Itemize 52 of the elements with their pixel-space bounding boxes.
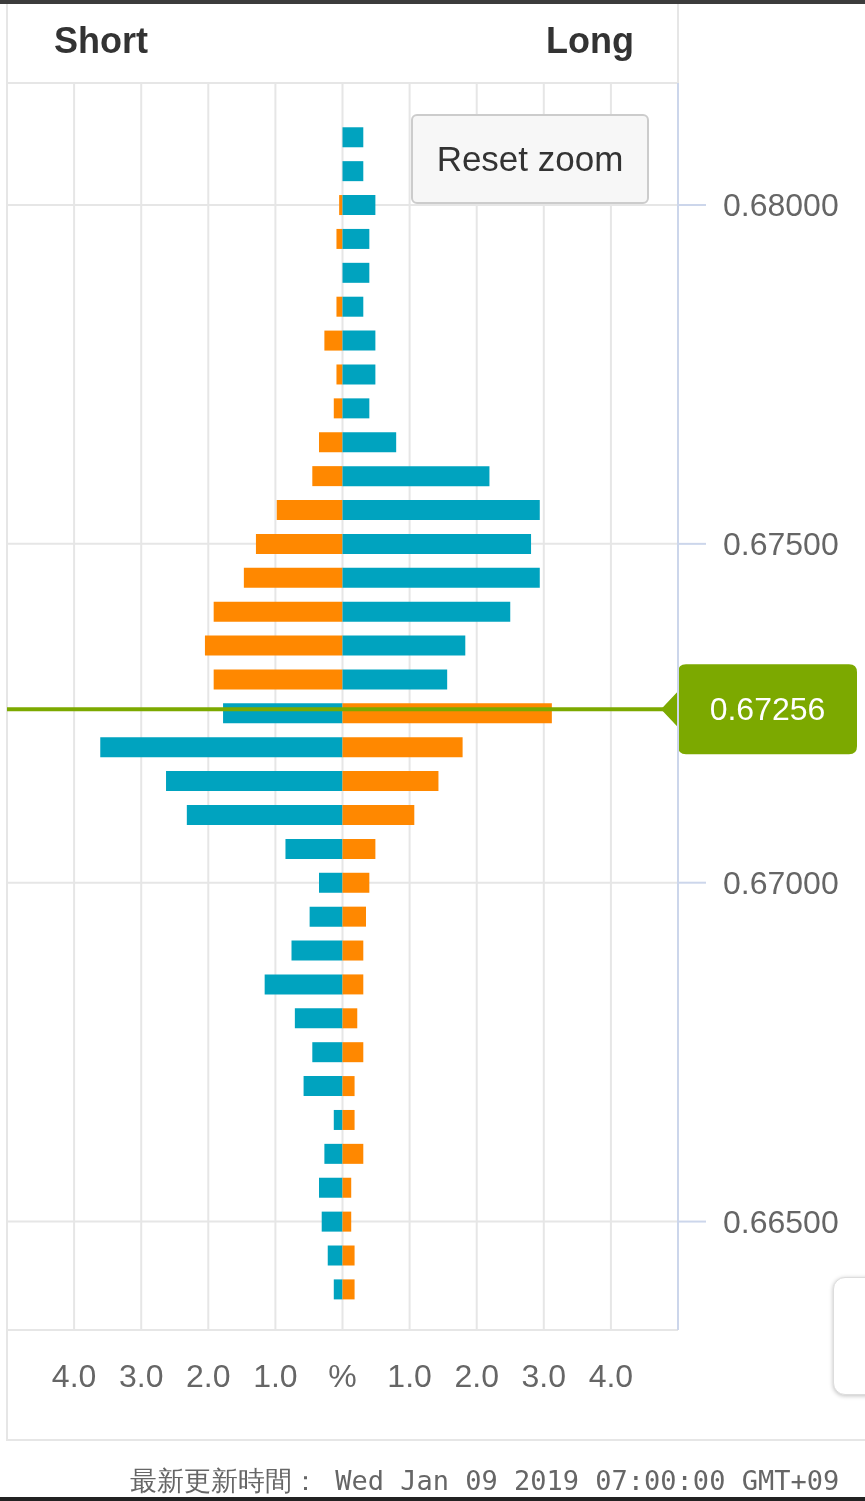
bar	[342, 974, 364, 995]
bar	[342, 872, 370, 893]
bar	[342, 1109, 355, 1130]
text: 最新更新時間： Wed Jan 09 2019 07:00:00 GMT+09	[130, 1465, 840, 1496]
bar	[321, 1211, 343, 1232]
button: Reset zoom	[411, 114, 649, 204]
bar	[333, 1279, 343, 1300]
bar	[342, 1042, 364, 1063]
x-tick-label: %	[328, 1357, 357, 1394]
bar	[342, 1245, 355, 1266]
y-tick-label: 0.68000	[723, 187, 839, 224]
bar	[312, 1042, 343, 1063]
y-tick-label: 0.67000	[723, 865, 839, 902]
x-tick-label: 1.0	[387, 1357, 432, 1394]
y-tick-label: 0.67500	[723, 526, 839, 563]
text: Short	[54, 20, 148, 62]
bar	[324, 1143, 343, 1164]
text: Long	[546, 20, 634, 62]
bar	[319, 1177, 343, 1198]
bar	[342, 1076, 355, 1097]
bar	[342, 1008, 358, 1029]
bar	[186, 804, 343, 825]
bar	[342, 838, 376, 859]
bar	[319, 872, 343, 893]
bar	[342, 737, 463, 758]
bar	[342, 1279, 355, 1300]
x-tick-label: 4.0	[588, 1357, 634, 1394]
x-tick-label: 1.0	[253, 1357, 298, 1394]
bar	[342, 804, 415, 825]
bar	[303, 1076, 343, 1097]
ref-line-label: 0.67256	[709, 691, 826, 728]
bar	[342, 1143, 364, 1164]
bar	[264, 974, 343, 995]
bar	[285, 838, 343, 859]
x-tick-label: 3.0	[521, 1357, 567, 1394]
x-tick-label: 4.0	[51, 1357, 97, 1394]
bar	[333, 1109, 343, 1130]
x-tick-label: 2.0	[186, 1357, 231, 1394]
bar	[166, 771, 343, 792]
bar	[342, 940, 364, 961]
bar	[291, 940, 343, 961]
x-tick-label: 3.0	[118, 1357, 164, 1394]
bar	[342, 1177, 352, 1198]
bar	[342, 906, 366, 927]
bar	[100, 737, 343, 758]
bar	[309, 906, 343, 927]
bar	[294, 1008, 343, 1029]
bar	[327, 1245, 343, 1266]
y-tick-label: 0.66500	[723, 1203, 839, 1240]
bar	[342, 771, 439, 792]
bar	[342, 1211, 352, 1232]
x-tick-label: 2.0	[454, 1357, 499, 1394]
